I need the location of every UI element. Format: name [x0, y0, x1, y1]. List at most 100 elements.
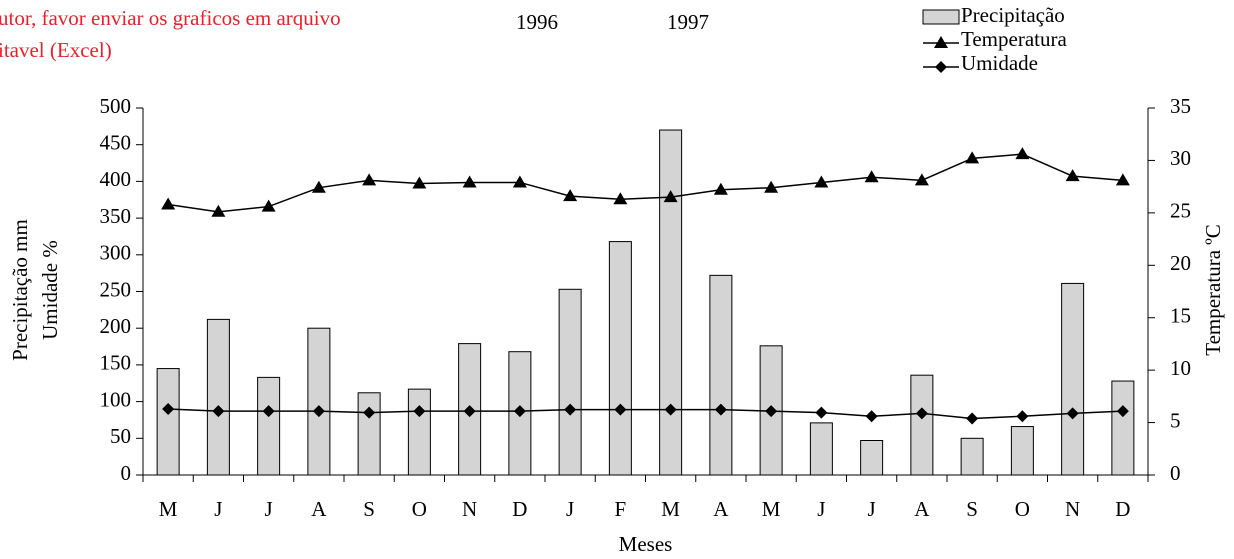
x-tick-label: A: [713, 497, 729, 521]
point-marker: [563, 189, 578, 202]
point-marker: [212, 405, 225, 418]
legend-label: Temperatura: [961, 27, 1067, 51]
y-axis-title: Precipitação mm: [8, 219, 32, 361]
point-marker: [261, 199, 276, 212]
bar: [257, 376, 281, 476]
bar: [307, 327, 331, 476]
x-tick-label: J: [566, 497, 574, 521]
x-tick-label: M: [661, 497, 680, 521]
point-marker: [915, 407, 928, 420]
point-marker: [211, 204, 226, 217]
point-marker: [513, 405, 526, 418]
y-tick-label: 150: [100, 351, 132, 375]
bar: [1010, 426, 1034, 476]
y-tick-label: 50: [110, 424, 131, 448]
y2-tick-label: 35: [1170, 94, 1191, 118]
bar: [910, 374, 934, 476]
bar: [809, 422, 833, 476]
y2-tick-label: 10: [1170, 356, 1191, 380]
legend-marker: [935, 61, 947, 73]
bar: [407, 388, 431, 476]
y2-tick-label: 30: [1170, 146, 1191, 170]
point-marker: [664, 403, 677, 416]
line: [168, 408, 1123, 420]
x-tick-label: S: [966, 497, 978, 521]
x-tick-label: D: [1115, 497, 1130, 521]
legend-label: Precipitação: [961, 3, 1065, 27]
point-marker: [1066, 407, 1079, 420]
point-marker: [914, 173, 929, 186]
point-marker: [413, 405, 426, 418]
y-tick-label: 100: [100, 387, 132, 411]
y-tick-label: 350: [100, 204, 132, 228]
x-tick-label: M: [762, 497, 781, 521]
bar: [357, 392, 381, 476]
x-tick-label: J: [265, 497, 273, 521]
x-tick-label: D: [512, 497, 527, 521]
bar: [206, 318, 230, 476]
point-marker: [564, 403, 577, 416]
point-marker: [363, 406, 376, 419]
x-tick-label: N: [462, 497, 477, 521]
x-tick-label: N: [1065, 497, 1080, 521]
x-tick-label: S: [363, 497, 375, 521]
point-marker: [362, 173, 377, 186]
bar: [608, 241, 632, 476]
annotation: itavel (Excel): [0, 38, 112, 62]
x-axis-title: Meses: [619, 532, 673, 556]
y2-tick-label: 20: [1170, 251, 1191, 275]
y-tick-label: 400: [100, 167, 132, 191]
x-tick-label: O: [412, 497, 427, 521]
point-marker: [613, 192, 628, 205]
bar: [659, 129, 683, 476]
y-tick-label: 250: [100, 277, 132, 301]
y-axis-title: Umidade %: [38, 240, 62, 340]
point-marker: [1016, 410, 1029, 423]
point-marker: [965, 151, 980, 164]
x-tick-label: J: [868, 497, 876, 521]
y-tick-label: 300: [100, 241, 132, 265]
point-marker: [312, 405, 325, 418]
point-marker: [1116, 405, 1129, 418]
x-tick-label: O: [1015, 497, 1030, 521]
bar: [860, 440, 884, 476]
point-marker: [966, 412, 979, 425]
x-tick-label: A: [914, 497, 930, 521]
point-marker: [1015, 147, 1030, 160]
bar: [156, 368, 180, 476]
y-tick-label: 200: [100, 314, 132, 338]
y2-tick-label: 15: [1170, 304, 1191, 328]
point-marker: [714, 403, 727, 416]
y-tick-label: 500: [100, 94, 132, 118]
x-tick-label: A: [311, 497, 327, 521]
x-tick-label: J: [817, 497, 825, 521]
y2-axis-title: Temperatura ºC: [1201, 224, 1225, 356]
point-marker: [764, 180, 779, 193]
line: [168, 153, 1123, 213]
point-marker: [713, 182, 728, 195]
bar: [709, 274, 733, 476]
annotation: utor, favor enviar os graficos em arquiv…: [0, 6, 341, 30]
point-marker: [162, 402, 175, 415]
bar: [1061, 282, 1085, 476]
bar: [960, 437, 984, 476]
annotation: 1997: [667, 10, 709, 34]
point-marker: [814, 175, 829, 188]
x-tick-label: J: [214, 497, 222, 521]
point-marker: [663, 190, 678, 203]
point-marker: [161, 197, 176, 210]
point-marker: [815, 406, 828, 419]
point-marker: [412, 176, 427, 189]
y-tick-label: 0: [121, 461, 132, 485]
point-marker: [463, 405, 476, 418]
annotation: 1996: [516, 10, 558, 34]
point-marker: [311, 180, 326, 193]
y2-tick-label: 0: [1170, 461, 1181, 485]
point-marker: [512, 175, 527, 188]
legend-swatch: [922, 9, 960, 25]
x-tick-label: F: [615, 497, 627, 521]
y-tick-label: 450: [100, 131, 132, 155]
point-marker: [1065, 169, 1080, 182]
point-marker: [614, 403, 627, 416]
